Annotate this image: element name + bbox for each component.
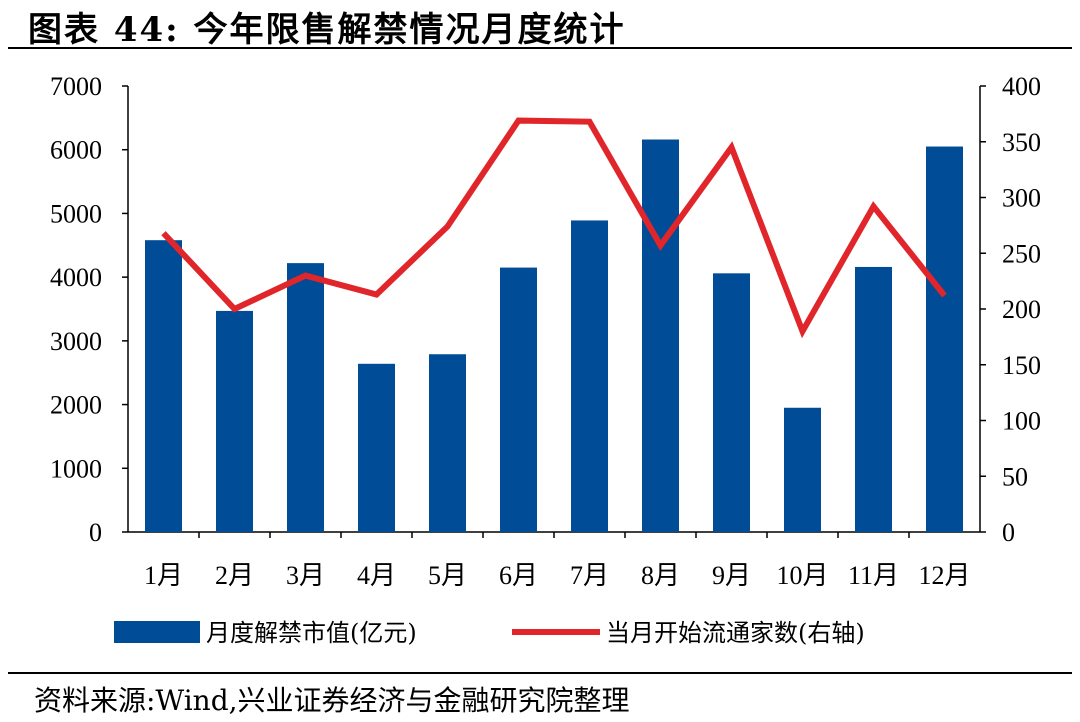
right-tick-label: 200 [1002, 295, 1041, 324]
right-tick-label: 150 [1002, 351, 1041, 380]
x-tick-label: 7月 [570, 561, 609, 590]
chart-area: 0 1000 2000 3000 4000 5000 6000 7000 0 50 100 150 2… [50, 72, 1041, 647]
x-tick-label: 6月 [499, 561, 538, 590]
bar [926, 146, 963, 532]
bar [287, 263, 324, 532]
x-tick-label: 9月 [712, 561, 751, 590]
left-tick-label: 2000 [50, 391, 102, 420]
left-tick-label: 4000 [50, 263, 102, 292]
footer-divider [8, 672, 1072, 674]
x-axis-ticks: 1月 2月 3月 4月 5月 6月 7月 8月 9月 10月 11月 12月 [144, 532, 971, 590]
bar [855, 266, 892, 532]
x-tick-label: 4月 [357, 561, 396, 590]
right-tick-label: 0 [1002, 518, 1015, 547]
x-tick-label: 3月 [286, 561, 325, 590]
right-axis-ticks: 0 50 100 150 200 250 300 350 400 [980, 72, 1041, 547]
left-tick-label: 1000 [50, 454, 102, 483]
left-tick-label: 5000 [50, 199, 102, 228]
chart-legend: 月度解禁市值(亿元) 当月开始流通家数(右轴) [114, 619, 865, 647]
left-axis-ticks: 0 1000 2000 3000 4000 5000 6000 7000 [50, 72, 128, 547]
right-tick-label: 50 [1002, 462, 1028, 491]
x-tick-label: 12月 [918, 561, 970, 590]
line-path [161, 117, 947, 339]
left-tick-label: 7000 [50, 72, 102, 101]
x-tick-label: 2月 [215, 561, 254, 590]
bar [429, 354, 466, 532]
legend-bar-label: 月度解禁市值(亿元) [206, 619, 417, 647]
x-tick-label: 10月 [776, 561, 828, 590]
legend-bar-swatch [114, 621, 200, 643]
bar [571, 220, 608, 533]
bar [358, 363, 395, 532]
x-tick-label: 8月 [641, 561, 680, 590]
bar [713, 273, 750, 532]
bar [784, 407, 821, 532]
bar [216, 310, 253, 532]
source-note: 资料来源:Wind,兴业证券经济与金融研究院整理 [34, 684, 630, 717]
line-series [161, 117, 947, 339]
bar [642, 139, 679, 532]
x-tick-label: 5月 [428, 561, 467, 590]
right-tick-label: 300 [1002, 184, 1041, 213]
left-tick-label: 6000 [50, 136, 102, 165]
right-tick-label: 400 [1002, 72, 1041, 101]
right-tick-label: 250 [1002, 239, 1041, 268]
title-divider [8, 47, 1072, 49]
chart-axes [127, 86, 981, 533]
x-tick-label: 11月 [848, 561, 899, 590]
left-tick-label: 3000 [50, 327, 102, 356]
right-tick-label: 100 [1002, 407, 1041, 436]
page-title: 图表 44: 今年限售解禁情况月度统计 [28, 10, 626, 50]
bar [500, 267, 537, 532]
bar [145, 240, 182, 532]
bar-series [145, 139, 963, 533]
left-tick-label: 0 [89, 518, 102, 547]
right-tick-label: 350 [1002, 128, 1041, 157]
x-tick-label: 1月 [144, 561, 183, 590]
legend-line-label: 当月开始流通家数(右轴) [606, 619, 865, 647]
